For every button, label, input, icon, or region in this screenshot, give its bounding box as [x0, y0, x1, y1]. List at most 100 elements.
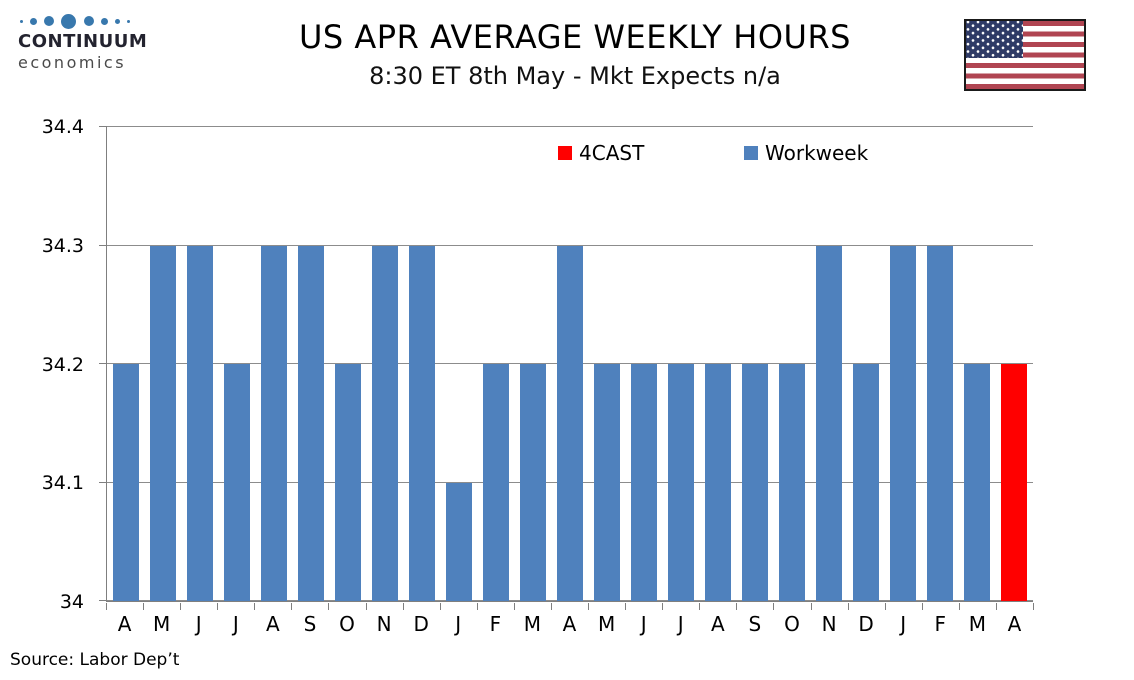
bar-12-M-workweek: [519, 364, 546, 601]
bar-15-J-workweek: [631, 364, 658, 601]
x-axis-tick: [217, 603, 219, 610]
legend-item-4cast: 4CAST: [558, 140, 644, 166]
x-axis-tick: [810, 603, 812, 610]
x-axis-tick: [402, 603, 404, 610]
x-axis-tick: [847, 603, 849, 610]
bar-4-J-workweek: [223, 364, 250, 601]
bar-16-J-workweek: [668, 364, 695, 601]
x-tick-label-4: J: [232, 612, 239, 636]
legend-swatch-workweek: [744, 146, 758, 160]
bar-10-J-workweek: [445, 482, 472, 601]
x-axis-tick: [365, 603, 367, 610]
x-axis-tick: [958, 603, 960, 610]
bar-18-S-workweek: [742, 364, 769, 601]
source-note: Source: Labor Dep’t: [10, 650, 180, 670]
x-tick-label-13: A: [562, 612, 577, 636]
bar-1-A-workweek: [112, 364, 139, 601]
bar-8-N-workweek: [371, 245, 398, 601]
bar-24-M-workweek: [964, 364, 991, 601]
y-tick-label-34.4: 34.4: [41, 116, 84, 138]
bar-13-A-workweek: [557, 245, 583, 601]
x-tick-label-20: N: [821, 612, 837, 636]
x-tick-label-5: A: [266, 612, 280, 636]
bar-3-J-workweek: [186, 245, 213, 601]
x-axis-tick: [1033, 603, 1034, 610]
legend-label-4cast: 4CAST: [579, 141, 645, 165]
gridline-34.4: [107, 126, 1033, 127]
bar-23-F-workweek: [927, 245, 954, 601]
legend-label-workweek: Workweek: [765, 141, 869, 165]
x-axis-tick: [995, 603, 997, 610]
bar-11-F-workweek: [482, 364, 509, 601]
bar-9-D-workweek: [408, 245, 435, 601]
x-axis-tick: [773, 603, 775, 610]
bar-21-D-workweek: [853, 364, 880, 601]
x-axis-tick: [291, 603, 293, 610]
x-tick-label-18: S: [748, 612, 762, 636]
header: CONTINUUM economics US APR AVERAGE WEEKL…: [0, 0, 1134, 110]
x-axis-ticks: [106, 603, 1034, 610]
x-axis-tick: [550, 603, 552, 610]
bar-19-O-workweek: [779, 364, 806, 601]
x-axis-tick: [143, 603, 145, 610]
y-tick-label-34.3: 34.3: [41, 234, 84, 257]
y-tick-34.2: [99, 363, 107, 364]
x-tick-label-15: J: [640, 612, 647, 636]
bar-6-S-workweek: [297, 245, 324, 601]
x-tick-label-10: J: [455, 612, 462, 636]
continuum-dots-icon: [20, 13, 130, 29]
x-tick-label-9: D: [413, 612, 429, 636]
x-tick-label-8: N: [376, 612, 392, 636]
x-tick-label-16: J: [677, 612, 684, 636]
bar-17-A-workweek: [705, 364, 732, 601]
y-tick-label-34.2: 34.2: [41, 353, 84, 376]
x-tick-label-2: M: [152, 612, 171, 636]
y-axis-labels: 34 34.1 34.2 34.3 34.4: [12, 116, 94, 613]
x-tick-label-25: A: [1007, 612, 1022, 636]
x-axis-tick: [180, 603, 182, 610]
x-axis-tick: [736, 603, 738, 610]
logo-text-economics: economics: [18, 53, 127, 72]
bar-5-A-workweek: [260, 245, 287, 601]
y-tick-34.4: [99, 126, 107, 127]
legend-item-workweek: Workweek: [744, 140, 868, 166]
y-tick-34.1: [99, 481, 107, 483]
x-axis-tick: [884, 603, 886, 610]
x-axis-tick: [254, 603, 256, 610]
x-axis-tick: [699, 603, 701, 610]
x-axis-tick: [921, 603, 923, 610]
x-axis-tick: [476, 603, 478, 610]
logo-text-continuum: CONTINUUM: [18, 31, 148, 52]
bar-22-J-workweek: [890, 245, 917, 601]
x-tick-label-6: S: [303, 612, 317, 636]
x-tick-label-21: D: [858, 612, 874, 636]
x-tick-label-23: F: [934, 612, 947, 636]
y-tick-label-34: 34: [59, 591, 84, 613]
y-tick-34: [99, 600, 107, 601]
plot-area: [99, 126, 1033, 602]
x-tick-label-11: F: [489, 612, 502, 636]
bar-20-N-workweek: [816, 245, 843, 601]
title-block: US APR AVERAGE WEEKLY HOURS 8:30 ET 8th …: [160, 18, 990, 90]
bar-7-O-workweek: [334, 364, 361, 601]
x-tick-label-24: M: [968, 612, 987, 636]
legend-swatch-4cast: [558, 146, 572, 160]
x-axis-tick: [662, 603, 664, 610]
x-tick-label-7: O: [339, 612, 355, 636]
x-tick-label-1: A: [117, 612, 132, 636]
bar-25-A-4cast: [1001, 364, 1028, 601]
x-axis-tick: [588, 603, 590, 610]
chart-legend: 4CAST Workweek: [106, 140, 1033, 166]
x-axis-tick: [328, 603, 330, 610]
bar-14-M-workweek: [594, 364, 621, 601]
page-title: US APR AVERAGE WEEKLY HOURS: [299, 18, 851, 56]
bar-2-M-workweek: [149, 245, 176, 601]
us-flag-canton: [966, 21, 1023, 58]
x-tick-label-19: O: [784, 612, 800, 636]
us-flag-icon: [964, 19, 1086, 91]
page-subtitle: 8:30 ET 8th May - Mkt Expects n/a: [369, 62, 781, 90]
x-axis-tick: [625, 603, 627, 610]
x-axis-tick: [106, 603, 107, 610]
x-tick-label-14: M: [597, 612, 616, 636]
